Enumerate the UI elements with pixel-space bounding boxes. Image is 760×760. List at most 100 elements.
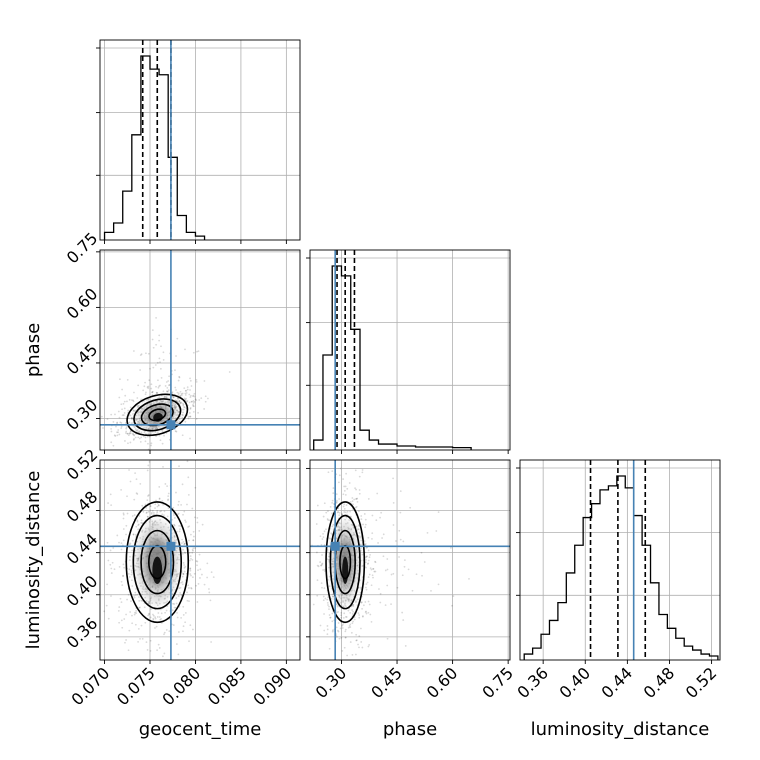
sample-point <box>195 417 198 420</box>
sample-point <box>193 392 196 395</box>
sample-point <box>365 612 368 615</box>
sample-point <box>365 556 367 559</box>
sample-point <box>145 661 147 663</box>
sample-point <box>228 371 231 373</box>
sample-point <box>312 603 315 606</box>
sample-point <box>325 511 328 514</box>
sample-point <box>125 426 128 429</box>
sample-point <box>133 613 136 616</box>
sample-point <box>178 530 181 533</box>
sample-point <box>112 547 115 549</box>
sample-point <box>130 571 133 574</box>
sample-point <box>121 408 123 411</box>
sample-point <box>331 512 333 515</box>
sample-point <box>138 430 141 433</box>
sample-point <box>209 599 212 602</box>
sample-point <box>364 543 367 546</box>
sample-point <box>122 512 125 515</box>
sample-point <box>186 388 189 391</box>
sample-point <box>355 498 357 500</box>
sample-point <box>192 530 195 533</box>
sample-point <box>342 605 344 608</box>
sample-point <box>364 526 367 529</box>
sample-point <box>368 556 371 559</box>
sample-point <box>343 503 346 506</box>
sample-point <box>140 431 143 434</box>
sample-point <box>143 606 146 609</box>
sample-point <box>137 523 140 526</box>
sample-point <box>367 600 370 603</box>
sample-point <box>131 614 133 617</box>
sample-point <box>386 637 389 640</box>
sample-point <box>110 427 113 430</box>
sample-point <box>367 559 370 562</box>
sample-point <box>130 422 133 425</box>
sample-point <box>185 400 188 403</box>
sample-point <box>173 523 176 526</box>
panel-2-0-axes: 0.070 0.075 0.080 0.085 0.090 0.360.40 0.440.4… <box>63 445 300 709</box>
sample-point <box>133 438 135 440</box>
sample-point <box>328 575 331 578</box>
sample-point <box>176 337 179 340</box>
sample-point <box>184 420 187 423</box>
panel-2-2-frame <box>519 459 721 661</box>
sample-point <box>163 514 165 517</box>
sample-point <box>143 431 146 434</box>
panel-1-0-axes: 0.30 0.45 0.60 0.75 <box>63 229 300 454</box>
sample-point <box>190 533 192 536</box>
sample-point <box>409 506 412 509</box>
sample-point <box>344 518 347 521</box>
sample-point <box>335 611 338 614</box>
sample-point <box>186 460 189 463</box>
sample-point <box>390 603 392 606</box>
sample-point <box>189 437 191 440</box>
sample-point <box>196 521 199 524</box>
sample-point <box>378 588 380 590</box>
sample-point <box>195 584 198 587</box>
sample-point <box>147 464 150 467</box>
sample-point <box>162 503 165 506</box>
sample-point <box>145 352 147 355</box>
sample-point <box>174 369 176 372</box>
sample-point <box>189 567 192 570</box>
sample-point <box>181 392 184 395</box>
sample-point <box>147 352 150 355</box>
sample-point <box>92 483 94 485</box>
sample-point <box>144 436 147 439</box>
sample-point <box>354 506 357 509</box>
panel-0-0-frame <box>99 39 301 241</box>
sample-point <box>114 413 116 416</box>
sample-point <box>360 547 362 550</box>
sample-point <box>181 413 184 416</box>
x-tick-label: 0.75 <box>478 663 517 702</box>
sample-point <box>364 518 367 521</box>
sample-point <box>167 498 170 501</box>
sample-point <box>183 397 186 400</box>
sample-point <box>369 613 372 616</box>
sample-point <box>184 398 187 401</box>
sample-point <box>196 517 199 519</box>
sample-point <box>135 588 137 590</box>
sample-point <box>320 564 323 567</box>
sample-point <box>135 478 138 481</box>
sample-point <box>183 406 185 408</box>
sample-point <box>344 604 346 606</box>
sample-point <box>340 512 343 515</box>
sample-point <box>162 465 164 468</box>
sample-point <box>190 394 192 397</box>
sample-point <box>140 522 142 524</box>
sample-point <box>326 518 329 520</box>
sample-point <box>200 397 203 400</box>
sample-point <box>335 501 338 503</box>
sample-point <box>361 469 364 471</box>
sample-point <box>430 589 432 592</box>
sample-point <box>172 395 174 398</box>
sample-point <box>321 538 324 540</box>
sample-point <box>161 430 164 433</box>
sample-point <box>162 351 165 354</box>
x-tick-label: 0.080 <box>158 663 204 709</box>
sample-point <box>364 561 367 564</box>
sample-point <box>175 355 177 357</box>
sample-point <box>379 601 382 604</box>
sample-point <box>353 618 356 621</box>
